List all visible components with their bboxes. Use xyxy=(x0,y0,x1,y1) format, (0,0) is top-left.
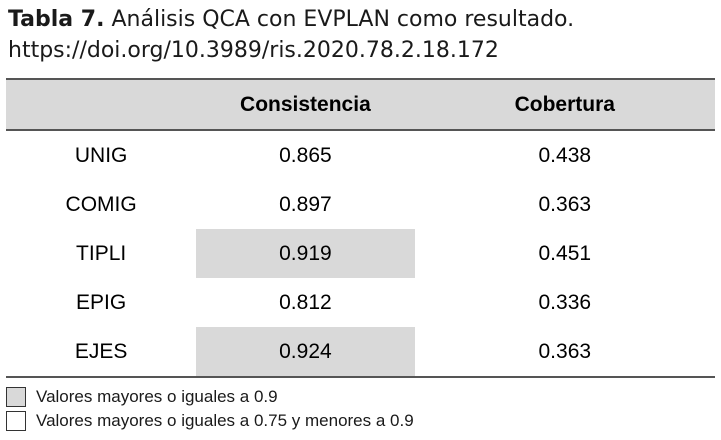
results-table-container: Consistencia Cobertura UNIG 0.865 0.438 … xyxy=(6,78,715,378)
row-label: EPIG xyxy=(76,290,127,314)
caption-text: Análisis QCA con EVPLAN como resultado. xyxy=(111,7,575,32)
row-label: EJES xyxy=(74,339,128,363)
white-swatch-icon xyxy=(6,411,26,431)
legend-item-medium: Valores mayores o iguales a 0.75 y menor… xyxy=(6,409,414,433)
caption-title-line: Tabla 7. Análisis QCA con EVPLAN como re… xyxy=(8,4,574,35)
legend-label: Valores mayores o iguales a 0.75 y menor… xyxy=(36,411,414,430)
legend-label: Valores mayores o iguales a 0.9 xyxy=(36,387,278,406)
table-header-row: Consistencia Cobertura xyxy=(6,79,715,130)
cobertura-value: 0.438 xyxy=(538,143,592,167)
table-caption: Tabla 7. Análisis QCA con EVPLAN como re… xyxy=(8,4,574,66)
cobertura-value: 0.336 xyxy=(538,290,592,314)
caption-label: Tabla 7. xyxy=(8,7,105,32)
consistencia-value-highlighted: 0.924 xyxy=(196,327,415,377)
cobertura-value: 0.363 xyxy=(538,192,592,216)
cobertura-value: 0.451 xyxy=(538,241,592,265)
consistencia-value: 0.865 xyxy=(279,143,332,167)
legend-item-high: Valores mayores o iguales a 0.9 xyxy=(6,385,414,409)
header-cell-cobertura: Cobertura xyxy=(514,92,615,116)
cobertura-value: 0.363 xyxy=(538,339,592,363)
table-row: EPIG 0.812 0.336 xyxy=(6,278,715,327)
row-label: COMIG xyxy=(65,192,137,216)
gray-swatch-icon xyxy=(6,387,26,407)
qca-results-table: Consistencia Cobertura UNIG 0.865 0.438 … xyxy=(6,78,715,378)
header-cell-condition xyxy=(6,79,196,130)
caption-doi: https://doi.org/10.3989/ris.2020.78.2.18… xyxy=(8,38,499,63)
table-row: UNIG 0.865 0.438 xyxy=(6,130,715,180)
consistencia-value: 0.812 xyxy=(279,290,332,314)
table-row: COMIG 0.897 0.363 xyxy=(6,180,715,229)
table-row: TIPLI 0.919 0.451 xyxy=(6,229,715,278)
header-cell-consistencia: Consistencia xyxy=(240,92,371,116)
table-row: EJES 0.924 0.363 xyxy=(6,327,715,377)
row-label: TIPLI xyxy=(76,241,127,265)
row-label: UNIG xyxy=(74,143,128,167)
legend: Valores mayores o iguales a 0.9 Valores … xyxy=(6,385,414,433)
consistencia-value-highlighted: 0.919 xyxy=(196,229,415,278)
consistencia-value: 0.897 xyxy=(279,192,332,216)
